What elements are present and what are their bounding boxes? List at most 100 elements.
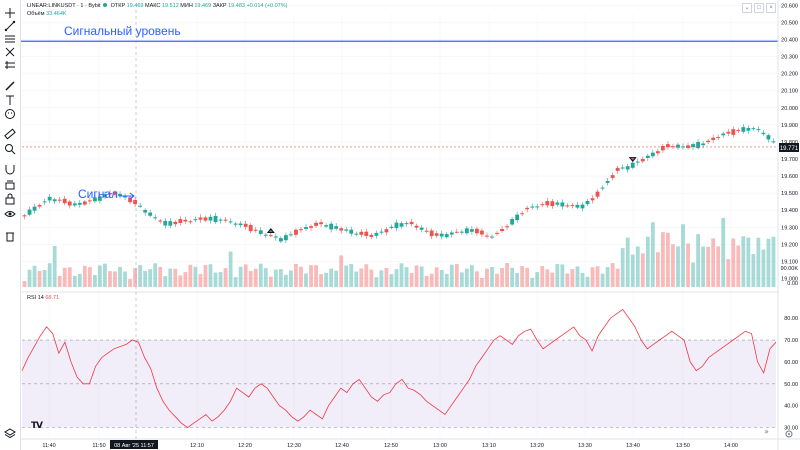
volume-bar (233, 277, 238, 287)
candle-body (208, 216, 213, 221)
volume-bar (756, 237, 761, 287)
price-tick-label: 20.000 (781, 106, 798, 112)
volume-bar (82, 265, 87, 287)
crosshair-icon[interactable] (4, 7, 16, 19)
ruler-lines-icon[interactable] (4, 59, 16, 71)
volume-bar (329, 268, 334, 287)
candle-body (82, 201, 87, 205)
volume-bar (449, 264, 454, 287)
measure-icon[interactable] (4, 128, 16, 140)
time-tick-label: 13:40 (626, 443, 640, 449)
candle-body (309, 226, 313, 228)
rsi-label[interactable]: RSI 14 (27, 295, 44, 301)
go-to-realtime-button[interactable]: » (764, 427, 769, 436)
candle-body (459, 231, 464, 233)
price-tick-label: 19.700 (781, 157, 798, 163)
candle-body (490, 236, 494, 238)
volume-bar (349, 264, 354, 287)
price-axis[interactable]: 20.600 20.500 20.400 20.300 20.200 20.100 20.0… (781, 3, 798, 282)
volume-bar (676, 246, 680, 287)
candle-body (123, 196, 127, 198)
tradingview-logo[interactable]: T V (31, 421, 43, 431)
candle-body (711, 137, 716, 141)
close-value: 19.483 (228, 3, 245, 9)
pitchfork-icon[interactable] (4, 46, 16, 58)
rsi-axis[interactable]: 80.00 70.00 60.00 50.00 40.00 30.00 (784, 316, 798, 431)
signal-label[interactable]: Сигнал (78, 187, 118, 201)
lock-pen-icon[interactable] (4, 178, 16, 190)
candle-body (399, 223, 404, 227)
volume-bar (429, 273, 434, 287)
volume-tick-label: 0.00 (787, 281, 798, 287)
candle-body (22, 215, 27, 217)
volume-bar (540, 266, 545, 287)
signal-level-label[interactable]: Сигнальный уровень (64, 24, 181, 38)
symbol-title[interactable]: LINEAR:LINKUSDT · 1 · Bybit (27, 3, 101, 9)
maximize-pane-icon[interactable]: □ (754, 3, 764, 13)
candle-body (495, 232, 499, 234)
volume-bar (560, 264, 565, 287)
candle-body (143, 209, 148, 213)
candle-body (42, 201, 47, 203)
trend-line-icon[interactable] (4, 20, 16, 32)
volume-bar (650, 222, 655, 287)
candle-body (691, 144, 695, 148)
volume-bar (565, 273, 570, 287)
candle-body (374, 232, 379, 236)
candle-body (756, 129, 761, 131)
lock-icon[interactable] (4, 193, 16, 205)
volume-bar (183, 272, 188, 287)
candle-body (475, 228, 479, 234)
volume-bar (77, 273, 82, 287)
volume-bar (374, 277, 379, 287)
volume-bar (263, 268, 268, 287)
volume-bar (439, 269, 444, 287)
volume-bar (103, 263, 107, 287)
candle-body (128, 197, 132, 203)
zoom-icon[interactable] (4, 143, 16, 155)
candle-body (334, 226, 339, 229)
time-axis[interactable]: 11:40 11:50 12:10 12:20 12:30 12:40 12:50 13:00… (42, 443, 738, 449)
text-icon[interactable] (4, 94, 16, 106)
collapse-chevron-icon[interactable]: ⌄ (742, 3, 752, 13)
rsi-tick-label: 30.00 (784, 426, 798, 432)
volume-bar (731, 238, 736, 287)
emoji-icon[interactable] (4, 108, 16, 120)
open-label: ОТКР (110, 3, 126, 9)
svg-text:»: » (764, 427, 769, 436)
brush-icon[interactable] (4, 80, 16, 92)
volume-bars (22, 217, 776, 287)
volume-bar (681, 224, 685, 287)
volume-bar (610, 263, 615, 287)
volume-bar (379, 270, 384, 287)
volume-bar (716, 246, 721, 287)
last-price-value: 19.771 (780, 146, 799, 152)
volume-bar (454, 264, 459, 287)
magnet-icon[interactable] (4, 163, 16, 175)
eye-icon[interactable] (4, 208, 16, 220)
volume-bar (409, 273, 414, 287)
candle-body (540, 204, 545, 206)
candle-body (218, 219, 223, 221)
volume-bar (580, 273, 585, 287)
candle-body (289, 234, 293, 236)
candle-body (550, 201, 555, 207)
volume-bar (590, 267, 595, 287)
volume-bar (605, 267, 610, 287)
candle-body (223, 219, 228, 221)
legend-main: LINEAR:LINKUSDT · 1 · Bybit ОТКР 19.469 … (27, 3, 287, 9)
close-pane-icon[interactable]: × (766, 3, 776, 13)
candle-body (655, 151, 660, 154)
signal-arrow[interactable] (119, 192, 135, 200)
candle-body (439, 233, 444, 237)
layers-icon[interactable] (4, 427, 16, 439)
horizontal-lines-icon[interactable] (4, 33, 16, 45)
volume-bar (289, 270, 293, 287)
volume-bar (600, 273, 605, 287)
trash-icon[interactable] (4, 230, 16, 242)
candle-body (701, 143, 706, 146)
candle-body (243, 223, 248, 227)
candle-body (650, 152, 655, 157)
settings-gear-icon[interactable] (785, 430, 793, 438)
